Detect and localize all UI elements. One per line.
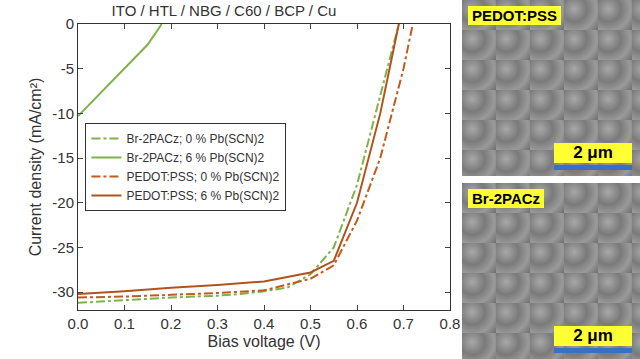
html-text:2 μm: 2 μm bbox=[573, 143, 613, 162]
svg-text:0.5: 0.5 bbox=[300, 315, 321, 332]
svg-text:-30: -30 bbox=[52, 283, 74, 300]
svg-text:0.8: 0.8 bbox=[440, 315, 461, 332]
svg-text:-5: -5 bbox=[61, 60, 74, 77]
svg-text:Br-2PACz; 6 % Pb(SCN)2: Br-2PACz; 6 % Pb(SCN)2 bbox=[126, 151, 264, 165]
svg-text:0.7: 0.7 bbox=[393, 315, 414, 332]
svg-text:0: 0 bbox=[66, 15, 74, 32]
svg-text:0.2: 0.2 bbox=[161, 315, 182, 332]
svg-text:Current density (mA/cm²): Current density (mA/cm²) bbox=[27, 78, 44, 257]
svg-text:-10: -10 bbox=[52, 105, 74, 122]
html-text:PEDOT:PSS: PEDOT:PSS bbox=[472, 7, 557, 24]
svg-text:0.3: 0.3 bbox=[207, 315, 228, 332]
svg-text:PEDOT:PSS; 0 % Pb(SCN)2: PEDOT:PSS; 0 % Pb(SCN)2 bbox=[126, 170, 279, 184]
svg-text:PEDOT:PSS; 6 % Pb(SCN)2: PEDOT:PSS; 6 % Pb(SCN)2 bbox=[126, 189, 279, 203]
html-text:2 μm: 2 μm bbox=[573, 326, 613, 345]
svg-text:-15: -15 bbox=[52, 149, 74, 166]
svg-text:-20: -20 bbox=[52, 194, 74, 211]
svg-text:0.4: 0.4 bbox=[254, 315, 275, 332]
svg-text:0.6: 0.6 bbox=[347, 315, 368, 332]
svg-text:Bias voltage (V): Bias voltage (V) bbox=[208, 333, 321, 350]
svg-text:0.0: 0.0 bbox=[68, 315, 89, 332]
svg-text:ITO / HTL / NBG / C60 / BCP /: ITO / HTL / NBG / C60 / BCP / Cu bbox=[112, 2, 337, 19]
svg-text:0.1: 0.1 bbox=[114, 315, 135, 332]
html-text:Br-2PACz: Br-2PACz bbox=[472, 190, 541, 207]
svg-text:Br-2PACz; 0 % Pb(SCN)2: Br-2PACz; 0 % Pb(SCN)2 bbox=[126, 132, 264, 146]
svg-text:-25: -25 bbox=[52, 239, 74, 256]
